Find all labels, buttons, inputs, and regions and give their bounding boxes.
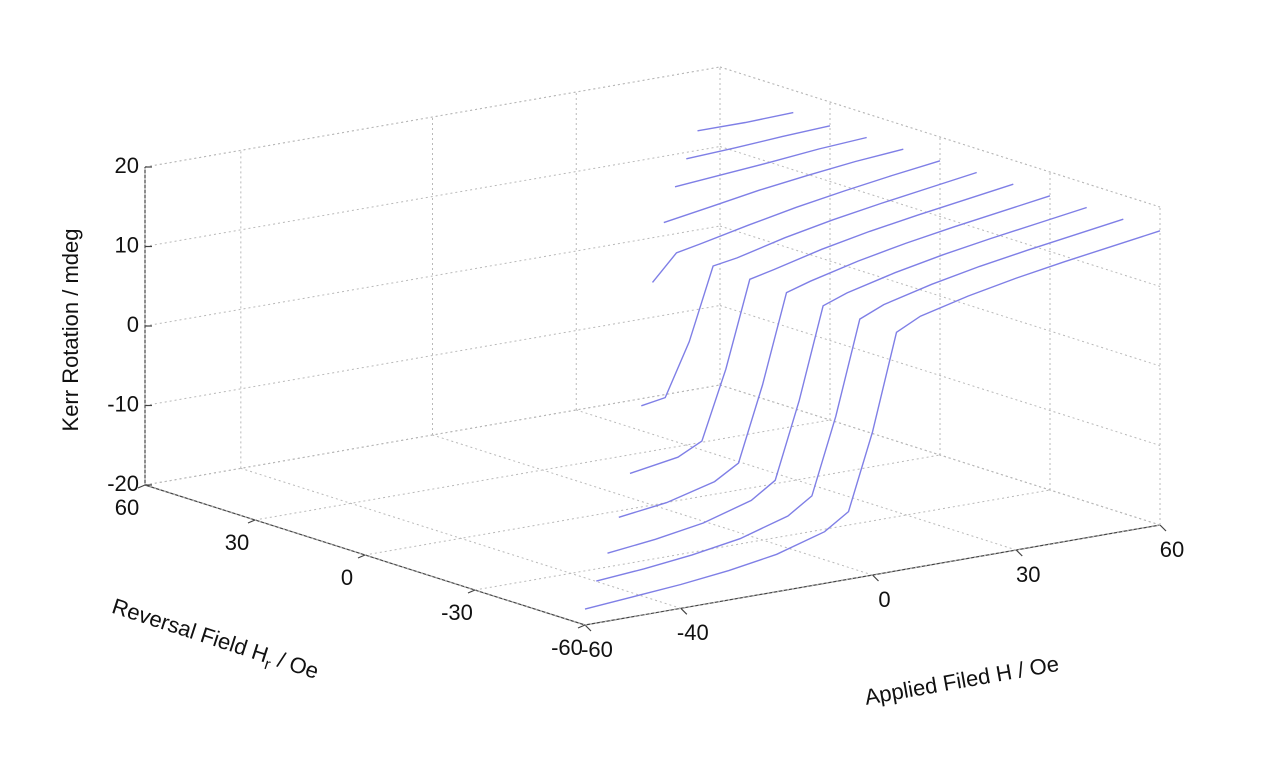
z-tick-label: 20: [115, 153, 139, 178]
grid-line: [719, 146, 1161, 287]
forc-curve: [674, 136, 867, 188]
y-tick-label: 0: [341, 565, 353, 590]
grid-line: [364, 454, 941, 556]
tick-mark: [680, 607, 688, 615]
y-axis-label-unit: / Oe: [269, 645, 322, 684]
tick-mark: [872, 574, 879, 582]
grid-line: [240, 467, 681, 609]
grid-line: [144, 384, 721, 486]
grid-line: [719, 66, 1161, 208]
forc-curve: [618, 195, 1051, 518]
y-axis-label-text: Reversal Field H: [109, 593, 271, 667]
y-axis-label-sub: r: [262, 656, 273, 674]
forc-curve: [607, 206, 1087, 554]
forc-curve: [596, 218, 1124, 582]
z-axis-label: Kerr Rotation / mdeg: [58, 229, 83, 432]
tick-mark: [467, 589, 476, 594]
forc-curve: [629, 183, 1014, 475]
tick-mark: [1159, 524, 1167, 532]
forc-curve: [697, 111, 794, 132]
x-tick-label: 60: [1160, 537, 1184, 562]
grid-line: [719, 305, 1161, 446]
y-axis-label: Reversal Field Hr / Oe: [107, 593, 321, 689]
grid-line: [576, 409, 1017, 551]
y-tick-label: -60: [551, 635, 583, 660]
grid-line: [719, 225, 1161, 367]
grid-line: [474, 489, 1051, 591]
y-tick-label: 30: [225, 530, 249, 555]
forc-curve: [651, 160, 941, 283]
x-axis-label: Applied Filed H / Oe: [863, 651, 1061, 710]
forc-curve: [663, 148, 904, 224]
tick-mark: [1015, 549, 1023, 557]
y-tick-label: -30: [441, 600, 473, 625]
y-tick-label: 60: [115, 495, 139, 520]
tick-mark: [137, 484, 146, 489]
tick-mark: [584, 624, 592, 632]
grid-line: [719, 384, 1161, 526]
tick-mark: [577, 624, 586, 629]
x-tick-label: -40: [677, 620, 709, 645]
z-tick-label: 0: [127, 312, 139, 337]
grid-line: [144, 146, 721, 247]
tick-mark: [247, 519, 256, 524]
grid-line: [584, 524, 1161, 626]
grid-line: [254, 419, 831, 521]
x-tick-label: 30: [1016, 562, 1040, 587]
grid-line: [144, 225, 721, 327]
grid-line: [144, 305, 721, 406]
z-tick-label: 10: [115, 232, 139, 257]
forc-curve: [584, 230, 1161, 610]
z-tick-label: -20: [107, 471, 139, 496]
grid-line: [144, 66, 721, 168]
tick-mark: [357, 554, 366, 559]
x-tick-label: -60: [581, 637, 613, 662]
forc-curve: [686, 125, 831, 160]
forc-curve: [641, 171, 977, 407]
x-tick-label: 0: [878, 587, 890, 612]
z-tick-label: -10: [107, 391, 139, 416]
